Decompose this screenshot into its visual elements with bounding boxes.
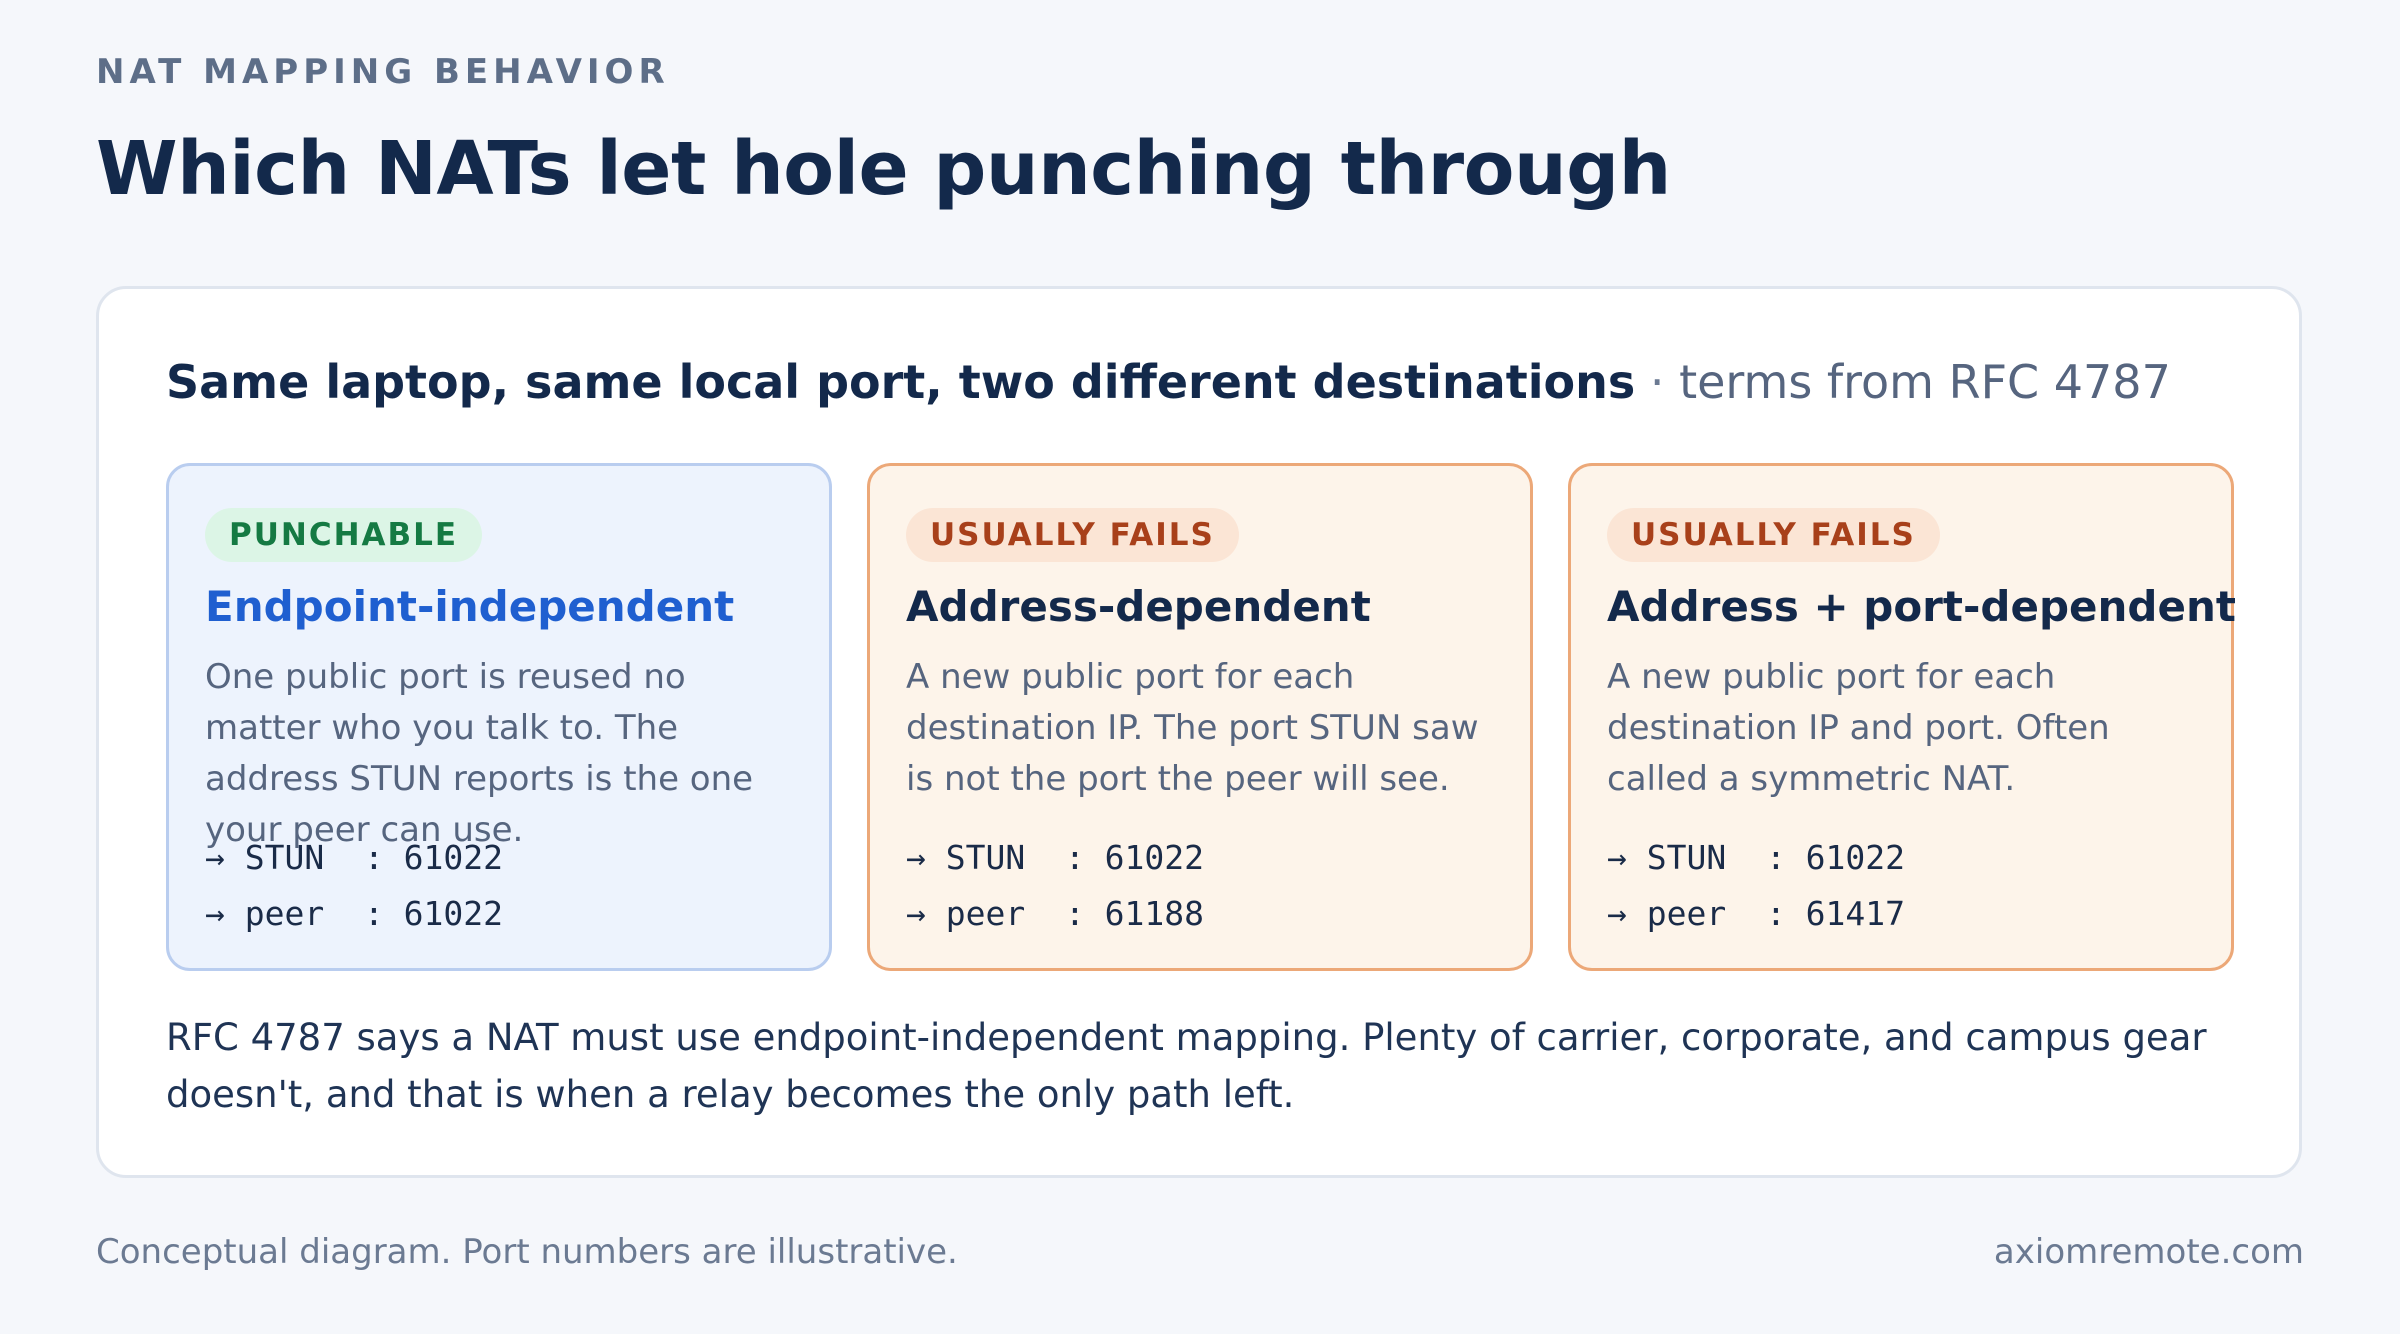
status-badge-usually-fails: USUALLY FAILS xyxy=(1607,508,1940,562)
card-description: A new public port for each destination I… xyxy=(1607,657,2110,799)
stun-port-row: → STUN : 61022 xyxy=(1607,838,1906,877)
card-title: Address + port-dependent xyxy=(1607,582,2236,631)
peer-port-row: → peer : 61417 xyxy=(1607,894,1906,933)
panel-heading: Same laptop, same local port, two differ… xyxy=(166,355,2171,409)
stun-port-row: → STUN : 61022 xyxy=(205,838,504,877)
card-title: Address-dependent xyxy=(906,582,1371,631)
peer-port-row: → peer : 61188 xyxy=(906,894,1205,933)
status-badge-punchable: PUNCHABLE xyxy=(205,508,483,562)
footer-site: axiomremote.com xyxy=(1993,1232,2304,1272)
card-address-port-dependent: USUALLY FAILS Address + port-dependent A… xyxy=(1568,463,2236,971)
card-address-dependent: USUALLY FAILS Address-dependent A new pu… xyxy=(867,463,1533,971)
panel-heading-main: Same laptop, same local port, two differ… xyxy=(166,355,1636,409)
stun-port-row: → STUN : 61022 xyxy=(906,838,1205,877)
panel-heading-suffix: terms from RFC 4787 xyxy=(1679,355,2171,409)
rfc-note: RFC 4787 says a NAT must use endpoint-in… xyxy=(166,1016,2207,1116)
page-title: Which NATs let hole punching through xyxy=(96,126,1671,212)
card-title: Endpoint-independent xyxy=(205,582,735,631)
footer-caption: Conceptual diagram. Port numbers are ill… xyxy=(96,1232,958,1272)
card-description: A new public port for each destination I… xyxy=(906,657,1479,799)
nat-type-cards: PUNCHABLE Endpoint-independent One publi… xyxy=(166,463,2236,971)
status-badge-usually-fails: USUALLY FAILS xyxy=(906,508,1239,562)
peer-port-row: → peer : 61022 xyxy=(205,894,504,933)
card-description: One public port is reused no matter who … xyxy=(205,657,754,850)
panel-heading-separator: · xyxy=(1649,355,1665,409)
card-endpoint-independent: PUNCHABLE Endpoint-independent One publi… xyxy=(166,463,832,971)
diagram-panel: Same laptop, same local port, two differ… xyxy=(96,286,2302,1178)
eyebrow-label: NAT MAPPING BEHAVIOR xyxy=(96,52,670,92)
